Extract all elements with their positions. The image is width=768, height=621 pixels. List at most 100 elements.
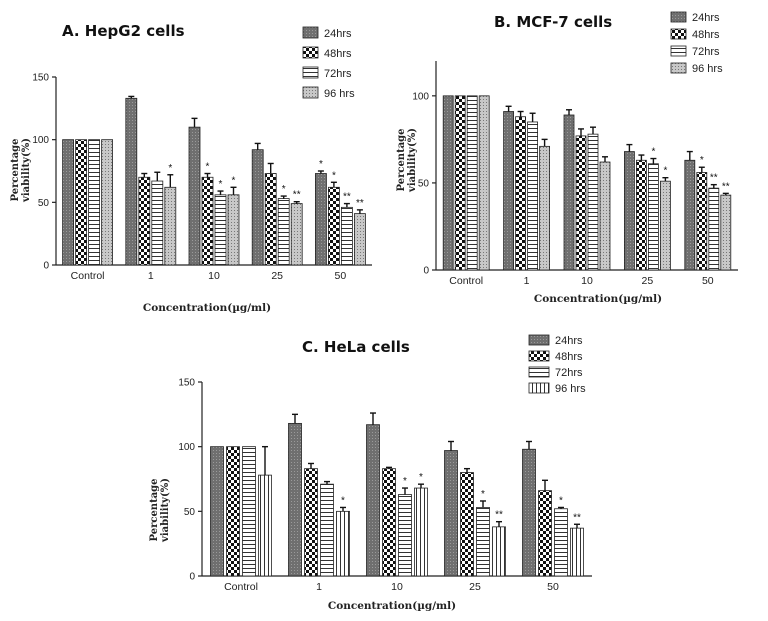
bar xyxy=(226,446,240,577)
y-axis-label-line: Percentage xyxy=(10,138,21,201)
significance-label: * xyxy=(559,495,563,506)
significance-label: * xyxy=(481,489,485,500)
bar xyxy=(314,173,327,266)
y-tick-label: 100 xyxy=(412,91,429,102)
hela-chart: C. HeLa cells Percentageviability(%) 0 50… xyxy=(149,334,592,612)
bar xyxy=(277,198,290,266)
x-tick-label: 50 xyxy=(702,275,714,287)
bar xyxy=(515,116,526,271)
y-axis-label: Percentageviability(%) xyxy=(396,128,418,193)
bar xyxy=(88,139,100,266)
legend-label: 96 hrs xyxy=(324,88,355,100)
bar xyxy=(320,483,334,577)
bar xyxy=(214,194,227,266)
bar xyxy=(398,494,412,577)
significance-label: * xyxy=(232,175,236,186)
x-tick-label: 1 xyxy=(316,581,322,593)
x-tick-label: 10 xyxy=(391,581,403,593)
y-axis-label-line: Percentage xyxy=(396,128,407,191)
bar xyxy=(75,139,87,266)
y-tick-label: 50 xyxy=(418,178,430,189)
y-axis-label-text: Percentageviability(%) xyxy=(10,138,32,203)
bar xyxy=(164,186,177,266)
y-tick-label: 0 xyxy=(423,266,429,277)
bar xyxy=(251,149,264,266)
significance-label: ** xyxy=(710,173,718,184)
legend-swatch xyxy=(302,26,319,39)
legend-label: 24hrs xyxy=(555,335,583,347)
bar xyxy=(539,145,550,271)
significance-label: * xyxy=(663,166,667,177)
significance-label: ** xyxy=(722,181,730,192)
significance-label: * xyxy=(282,184,286,195)
bar xyxy=(708,187,720,271)
bar xyxy=(444,450,458,577)
bar xyxy=(587,133,599,271)
legend-swatch xyxy=(302,86,319,99)
mcf7-chart: B. MCF-7 cells Percentageviability(%) 0 5… xyxy=(396,11,738,305)
bar xyxy=(575,135,587,271)
bar xyxy=(563,114,575,271)
significance-label: ** xyxy=(293,190,301,201)
bar xyxy=(696,172,708,271)
x-tick-label: 1 xyxy=(148,270,154,282)
legend-swatch xyxy=(528,350,550,362)
bar xyxy=(660,180,671,271)
bar xyxy=(101,139,113,266)
legend-swatch xyxy=(528,334,550,346)
bar xyxy=(125,97,138,266)
x-tick-label: 1 xyxy=(524,275,530,287)
legend-label: 72hrs xyxy=(324,68,352,80)
chart-title: B. MCF-7 cells xyxy=(494,13,612,31)
y-axis-label-line: viability(%) xyxy=(407,128,418,193)
bar xyxy=(242,446,256,577)
significance-label: ** xyxy=(495,510,503,521)
chart-title: C. HeLa cells xyxy=(302,338,410,356)
legend-swatch xyxy=(670,28,687,40)
x-tick-label: 50 xyxy=(547,581,559,593)
bar xyxy=(210,446,224,577)
bar xyxy=(570,527,584,577)
legend-label: 72hrs xyxy=(692,46,720,58)
legend: 24hrs 48hrs 72hrs 96 hrs xyxy=(302,26,355,100)
bar xyxy=(684,159,696,271)
significance-label: * xyxy=(332,170,336,181)
bar xyxy=(636,159,647,271)
legend-swatch xyxy=(670,62,687,74)
y-tick-label: 50 xyxy=(38,198,50,209)
bar xyxy=(288,422,302,577)
legend: 24hrs 48hrs 72hrs 96 hrs xyxy=(670,11,723,75)
bar xyxy=(538,490,552,577)
significance-label: * xyxy=(341,495,345,506)
significance-label: * xyxy=(403,476,407,487)
y-axis-label-line: viability(%) xyxy=(160,478,171,543)
legend-label: 96 hrs xyxy=(692,63,723,75)
x-tick-label: 25 xyxy=(469,581,481,593)
bar xyxy=(366,424,380,577)
bar xyxy=(138,176,151,266)
bar xyxy=(554,508,568,577)
y-tick-label: 100 xyxy=(178,442,195,453)
x-axis-label: Concentration(µg/ml) xyxy=(143,302,271,314)
bar xyxy=(414,487,428,577)
significance-label: * xyxy=(206,162,210,173)
legend-label: 72hrs xyxy=(555,367,583,379)
x-axis-label: Concentration(µg/ml) xyxy=(534,293,662,305)
bar xyxy=(188,126,201,266)
bar xyxy=(522,448,536,577)
bar xyxy=(340,206,353,266)
bar xyxy=(258,474,272,577)
y-tick-label: 150 xyxy=(32,73,49,84)
y-axis-label: Percentageviability(%) xyxy=(149,478,171,543)
bar xyxy=(648,163,659,271)
legend-swatch xyxy=(670,45,687,57)
y-tick-label: 100 xyxy=(32,135,49,146)
x-tick-label: 10 xyxy=(581,275,593,287)
x-tick-label: 50 xyxy=(335,270,347,282)
legend: 24hrs 48hrs 72hrs 96 hrs xyxy=(528,334,586,395)
x-tick-label: Control xyxy=(449,275,483,287)
y-axis-label-text: Percentageviability(%) xyxy=(396,128,418,193)
